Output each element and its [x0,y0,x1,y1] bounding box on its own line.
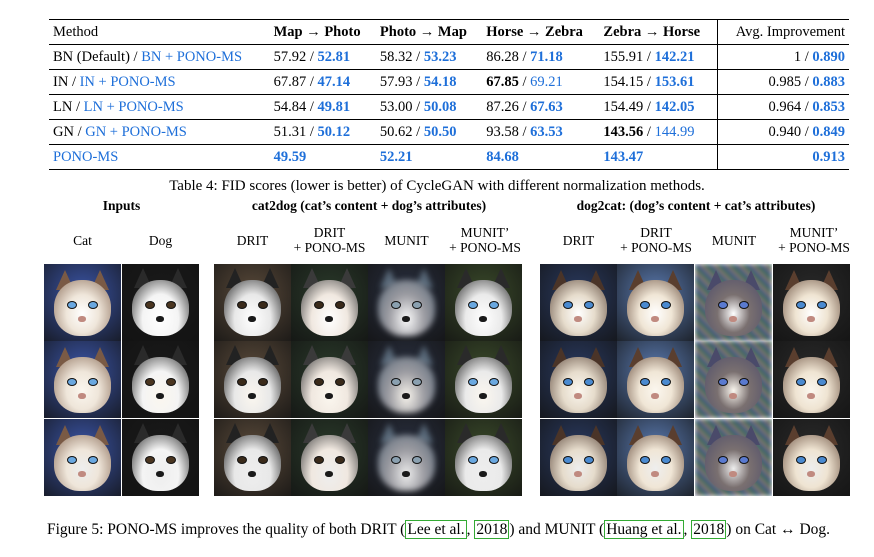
cat-photo [773,419,850,496]
dog-photo [122,419,199,496]
dog-photo [291,419,368,496]
group-title-dog2cat: dog2cat: (dog’s content + cat’s attribut… [576,198,816,213]
citation-year-link[interactable]: 2018 [691,520,727,539]
cat-photo [540,341,617,418]
value-cell: 57.93 / 54.18 [379,74,457,90]
dog-photo [291,264,368,341]
header-horse-zebra: Horse → Zebra [486,24,583,40]
header-method: Method [53,24,99,40]
header-photo-map: Photo → Map [379,24,467,40]
cat-photo [695,419,772,496]
value-cell: 67.85 / 69.21 [486,74,563,90]
method-cell: PONO-MS [53,149,119,165]
value-cell: 67.87 / 47.14 [273,74,351,90]
header-map-photo: Map → Photo [273,24,361,40]
header-zebra-horse: Zebra → Horse [603,24,701,40]
cat-photo [44,341,121,418]
cat-photo [617,264,694,341]
avg-cell: 0.985 / 0.883 [716,69,849,95]
table-row-pono: PONO-MS 49.59 52.21 84.68 143.47 0.913 [49,144,849,170]
table-row: LN / LN + PONO-MS 54.84 / 49.81 53.00 / … [49,94,849,120]
value-cell: 49.59 [273,149,307,165]
value-cell: 87.26 / 67.63 [486,99,563,115]
value-cell: 58.32 / 53.23 [379,49,457,65]
avg-cell: 0.940 / 0.849 [716,119,849,145]
method-cell: LN / LN + PONO-MS [53,99,184,115]
value-cell: 57.92 / 52.81 [273,49,351,65]
cat-photo [617,419,694,496]
value-cell: 143.47 [603,149,644,165]
dog-photo [122,341,199,418]
cat-photo [695,264,772,341]
value-cell: 154.15 / 153.61 [603,74,695,90]
dog-photo [214,419,291,496]
value-cell: 50.62 / 50.50 [379,124,457,140]
citation-link[interactable]: Huang et al. [604,520,684,539]
cat-photo [617,341,694,418]
cat-photo [695,341,772,418]
value-cell: 143.56 / 144.99 [603,124,695,140]
avg-cell: 1 / 0.890 [716,44,849,70]
dog-photo [445,419,522,496]
figure-caption: Figure 5: PONO-MS improves the quality o… [47,520,831,539]
header-avg-improvement: Avg. Improvement [716,19,849,45]
table-caption: Table 4: FID scores (lower is better) of… [169,178,705,194]
group-title-cat2dog: cat2dog (cat’s content + dog’s attribute… [251,198,487,213]
cat-photo [44,419,121,496]
cat-photo [773,341,850,418]
col-label-munit: MUNIT [384,233,429,248]
cat-photo [773,264,850,341]
value-cell: 52.21 [379,149,413,165]
col-label-drit: DRIT [562,233,595,248]
dog-photo [122,264,199,341]
table-row: IN / IN + PONO-MS 67.87 / 47.14 57.93 / … [49,69,849,95]
avg-cell: 0.913 [716,144,849,170]
col-label-munit-pono: MUNIT’ + PONO-MS [449,225,521,255]
fid-score-table: Method Map → Photo Photo → Map Horse → Z… [49,19,849,170]
value-cell: 155.91 / 142.21 [603,49,695,65]
col-label-cat: Cat [73,233,92,248]
dog-photo [368,419,445,496]
col-label-drit-pono: DRIT + PONO-MS [293,225,366,255]
cat-photo [540,419,617,496]
col-label-drit-pono: DRIT + PONO-MS [620,225,692,255]
value-cell: 154.49 / 142.05 [603,99,695,115]
value-cell: 51.31 / 50.12 [273,124,351,140]
value-cell: 93.58 / 63.53 [486,124,563,140]
cat-photo [540,264,617,341]
col-label-drit: DRIT [236,233,269,248]
value-cell: 84.68 [486,149,519,165]
citation-link[interactable]: Lee et al. [405,520,467,539]
dog-photo [445,341,522,418]
dog-photo [445,264,522,341]
table-row: BN (Default) / BN + PONO-MS 57.92 / 52.8… [49,44,849,70]
value-cell: 54.84 / 49.81 [273,99,351,115]
value-cell: 86.28 / 71.18 [486,49,563,65]
col-label-munit: MUNIT [711,233,757,248]
dog-photo [214,264,291,341]
method-cell: GN / GN + PONO-MS [53,124,187,140]
dog-photo [368,341,445,418]
value-cell: 53.00 / 50.08 [379,99,457,115]
cat-photo [44,264,121,341]
method-cell: IN / IN + PONO-MS [53,74,176,90]
method-cell: BN (Default) / BN + PONO-MS [53,49,243,65]
citation-year-link[interactable]: 2018 [474,520,510,539]
avg-cell: 0.964 / 0.853 [716,94,849,120]
dog-photo [368,264,445,341]
dog-photo [291,341,368,418]
table-row: GN / GN + PONO-MS 51.31 / 50.12 50.62 / … [49,119,849,145]
dog-photo [214,341,291,418]
group-title-inputs: Inputs [102,198,141,213]
table-header-row: Method Map → Photo Photo → Map Horse → Z… [49,19,849,45]
col-label-dog: Dog [148,233,173,248]
col-label-munit-pono: MUNIT’ + PONO-MS [778,225,850,255]
